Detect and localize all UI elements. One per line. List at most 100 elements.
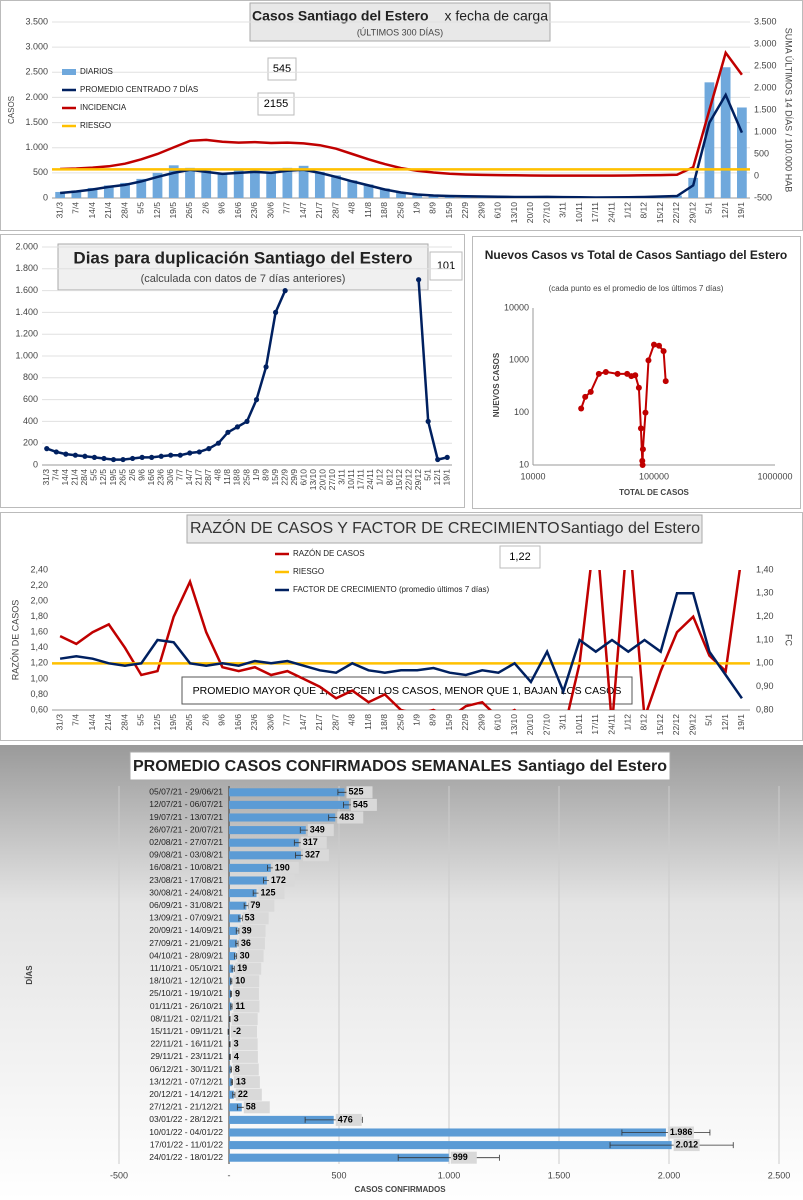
y-tick-label: 400	[23, 416, 38, 426]
data-label: 3	[234, 1013, 239, 1023]
x-tick-label: 21/7	[314, 714, 324, 731]
legend-label: PROMEDIO CENTRADO 7 DÍAS	[80, 85, 198, 94]
marker	[206, 446, 212, 452]
y-tick-label: 3.500	[754, 16, 777, 26]
point	[635, 384, 642, 391]
x-tick-label: -500	[110, 1170, 128, 1180]
y-tick-label: 23/08/21 - 17/08/21	[149, 875, 223, 885]
x-tick-label: 1/12	[375, 469, 385, 486]
y-tick-label: 13/12/21 - 07/12/21	[149, 1076, 223, 1086]
chart-title: PROMEDIO CASOS CONFIRMADOS SEMANALES	[133, 758, 512, 775]
x-tick-label: 8/12	[639, 714, 649, 731]
x-tick-label: 27/10	[541, 202, 551, 224]
x-tick-label: -	[228, 1170, 231, 1180]
label-box	[233, 1000, 260, 1013]
y-tick-label: 06/09/21 - 31/08/21	[149, 900, 223, 910]
y-tick-label: 500	[33, 167, 48, 177]
x-tick-label: 20/10	[318, 469, 328, 491]
x-tick-label: 4/8	[347, 714, 357, 726]
legend-label: RIESGO	[293, 567, 324, 576]
y-tick-label: 1,40	[30, 642, 48, 652]
y-tick-label: 30/08/21 - 24/08/21	[149, 887, 223, 897]
bar	[229, 1141, 672, 1150]
bar	[120, 182, 130, 198]
x-tick-label: 12/1	[720, 202, 730, 219]
data-label: 483	[339, 812, 354, 822]
x-tick-label: 29/12	[687, 202, 697, 224]
bar	[229, 952, 236, 961]
data-label: 476	[338, 1114, 353, 1124]
y-tick-label: 2,20	[30, 580, 48, 590]
y-tick-label: 19/07/21 - 13/07/21	[149, 812, 223, 822]
y-tick-label: 24/01/22 - 18/01/22	[149, 1152, 223, 1162]
x-axis-label: CASOS CONFIRMADOS	[354, 1185, 446, 1194]
y-tick-label: 0,60	[30, 704, 48, 714]
x-tick-label: 2/6	[200, 714, 210, 726]
marker	[53, 449, 59, 455]
data-label: 2.012	[676, 1139, 699, 1149]
y-tick-label: 1,80	[30, 611, 48, 621]
y-tick-label: 0	[754, 170, 759, 180]
error-bar	[230, 978, 233, 985]
label-box	[232, 1063, 259, 1076]
data-label: 36	[241, 938, 251, 948]
bar	[229, 1153, 449, 1162]
x-tick-label: 19/1	[736, 714, 746, 731]
x-tick-label: 14/4	[87, 714, 97, 731]
data-label: 10	[235, 976, 245, 986]
marker	[149, 454, 155, 460]
x-tick-label: 2.500	[768, 1170, 791, 1180]
label-box	[272, 861, 299, 874]
x-tick-label: 14/7	[298, 714, 308, 731]
point	[651, 341, 657, 348]
bar	[229, 813, 336, 822]
annotation-box	[499, 545, 541, 569]
chart-title-suffix: Santiago del Estero	[518, 758, 668, 775]
point	[656, 342, 663, 349]
marker	[416, 277, 422, 283]
x-tick-label: 22/12	[671, 202, 681, 224]
y-tick-label: 1.000	[15, 350, 38, 360]
y-axis-label: DÍAS	[25, 965, 34, 985]
y-tick-label: 500	[754, 148, 769, 158]
bar	[688, 177, 699, 198]
label-box	[450, 1151, 477, 1164]
x-tick-label: 24/11	[365, 469, 375, 490]
y-axis-label: RAZÓN DE CASOS	[10, 600, 20, 681]
x-tick-label: 28/7	[330, 202, 340, 219]
annotation: 545	[273, 63, 291, 75]
annotation-box	[267, 57, 297, 81]
data-label: 327	[305, 850, 320, 860]
x-tick-label: 18/8	[232, 469, 242, 486]
x-tick-label: 12/5	[152, 202, 162, 219]
chart-title: RAZÓN DE CASOS Y FACTOR DE CRECIMIENTO	[190, 518, 560, 537]
x-tick-label: 24/11	[606, 714, 616, 735]
x-tick-label: 19/5	[168, 714, 178, 731]
x-tick-label: 27/10	[541, 714, 551, 736]
data-label: 3	[234, 1039, 239, 1049]
label-box	[235, 962, 262, 975]
bar	[87, 187, 98, 198]
x-tick-label: 18/8	[379, 202, 389, 219]
y-tick-label: 1.400	[15, 307, 38, 317]
bar	[229, 901, 247, 910]
point	[662, 378, 669, 385]
marker	[82, 453, 88, 459]
data-label: 30	[240, 950, 250, 960]
y-axis-label: NUEVOS CASOS	[492, 352, 501, 417]
x-tick-label: 5/1	[704, 202, 714, 214]
bar	[266, 171, 277, 198]
bar	[229, 939, 237, 948]
x-tick-label: 15/12	[394, 469, 404, 491]
line	[60, 50, 743, 177]
y-tick-label: 1,00	[756, 658, 774, 668]
x-tick-label: 17/11	[590, 202, 600, 223]
x-tick-label: 19/1	[736, 202, 746, 219]
bar	[229, 964, 234, 973]
marker	[168, 452, 174, 458]
x-tick-label: 31/3	[54, 202, 64, 219]
point	[632, 372, 639, 379]
y-tick-label: 13/09/21 - 07/09/21	[149, 913, 223, 923]
x-tick-label: 22/9	[460, 714, 470, 731]
